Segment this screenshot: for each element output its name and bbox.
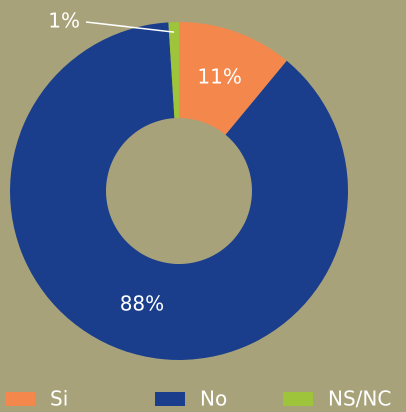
value-label: 88% [120,292,164,316]
legend-swatch [155,392,185,406]
donut-slice [179,22,287,135]
legend-label: No [200,387,227,411]
legend-swatch [283,392,313,406]
leader-line [85,21,175,33]
value-label: 1% [48,9,80,33]
donut-slice [168,22,179,119]
legend-label: NS/NC [328,387,391,411]
legend-swatch [5,392,35,406]
donut-slice [9,22,348,360]
value-label: 11% [197,65,241,89]
legend-label: Si [50,387,68,411]
